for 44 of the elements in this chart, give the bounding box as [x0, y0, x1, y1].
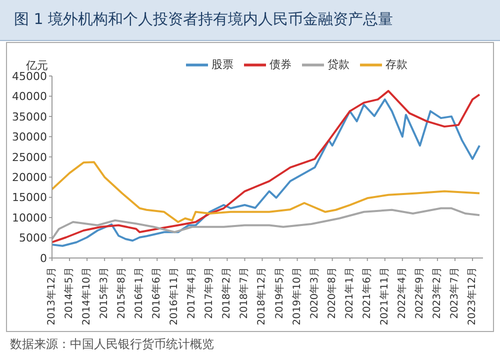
y-tick-label: 30000 [12, 130, 47, 144]
x-tick-label: 2018年2月 [220, 267, 233, 319]
x-tick-label: 2020年3月 [308, 267, 320, 319]
x-tick-label: 2016年11月 [168, 267, 180, 326]
source-note: 数据来源：中国人民银行货币统计概览 [10, 336, 214, 353]
x-tick-label: 2018年12月 [256, 267, 268, 326]
y-tick-label: 45000 [12, 70, 47, 83]
y-axis-title: 亿元 [26, 58, 48, 72]
x-tick-label: 2017年9月 [203, 267, 216, 319]
x-tick-label: 2017年4月 [186, 267, 198, 319]
y-tick-label: 0 [40, 252, 47, 265]
x-tick-label: 2016年6月 [150, 267, 163, 319]
y-tick-label: 20000 [12, 171, 47, 184]
legend-label: 贷款 [328, 58, 350, 72]
x-tick-label: 2019年5月 [273, 267, 286, 319]
x-tick-label: 2022年9月 [413, 267, 426, 319]
legend-label: 股票 [212, 58, 234, 72]
x-tick-label: 2021年1月 [343, 267, 356, 319]
chart-title: 图 1 境外机构和个人投资者持有境内人民币金融资产总量 [14, 10, 394, 29]
x-tick-label: 2021年11月 [378, 267, 390, 326]
y-tick-label: 15000 [12, 191, 47, 204]
x-tick-label: 2015年8月 [116, 267, 128, 319]
x-tick-label: 2020年8月 [326, 267, 338, 319]
y-tick-label: 25000 [12, 150, 47, 164]
x-tick-label: 2023年12月 [466, 267, 478, 326]
x-tick-label: 2023年2月 [430, 267, 443, 319]
x-tick-label: 2022年4月 [396, 267, 408, 319]
x-tick-label: 2015年3月 [98, 267, 110, 319]
x-tick-label: 2016年1月 [133, 267, 146, 319]
x-tick-label: 2023年7月 [448, 267, 460, 319]
legend-label: 债券 [270, 58, 292, 72]
x-tick-label: 2014年10月 [80, 267, 93, 326]
x-tick-label: 2018年7月 [238, 267, 250, 319]
y-tick-label: 10000 [12, 211, 47, 224]
x-tick-label: 2021年6月 [360, 267, 373, 319]
legend-label: 存款 [386, 58, 408, 72]
x-tick-label: 2014年5月 [63, 267, 76, 319]
y-tick-label: 5000 [19, 232, 47, 245]
x-tick-label: 2019年10月 [290, 267, 303, 326]
y-tick-label: 35000 [12, 110, 47, 124]
line-series [52, 161, 480, 224]
line-series [52, 207, 480, 240]
y-tick-label: 40000 [12, 90, 47, 104]
x-tick-label: 2013年12月 [46, 267, 58, 326]
